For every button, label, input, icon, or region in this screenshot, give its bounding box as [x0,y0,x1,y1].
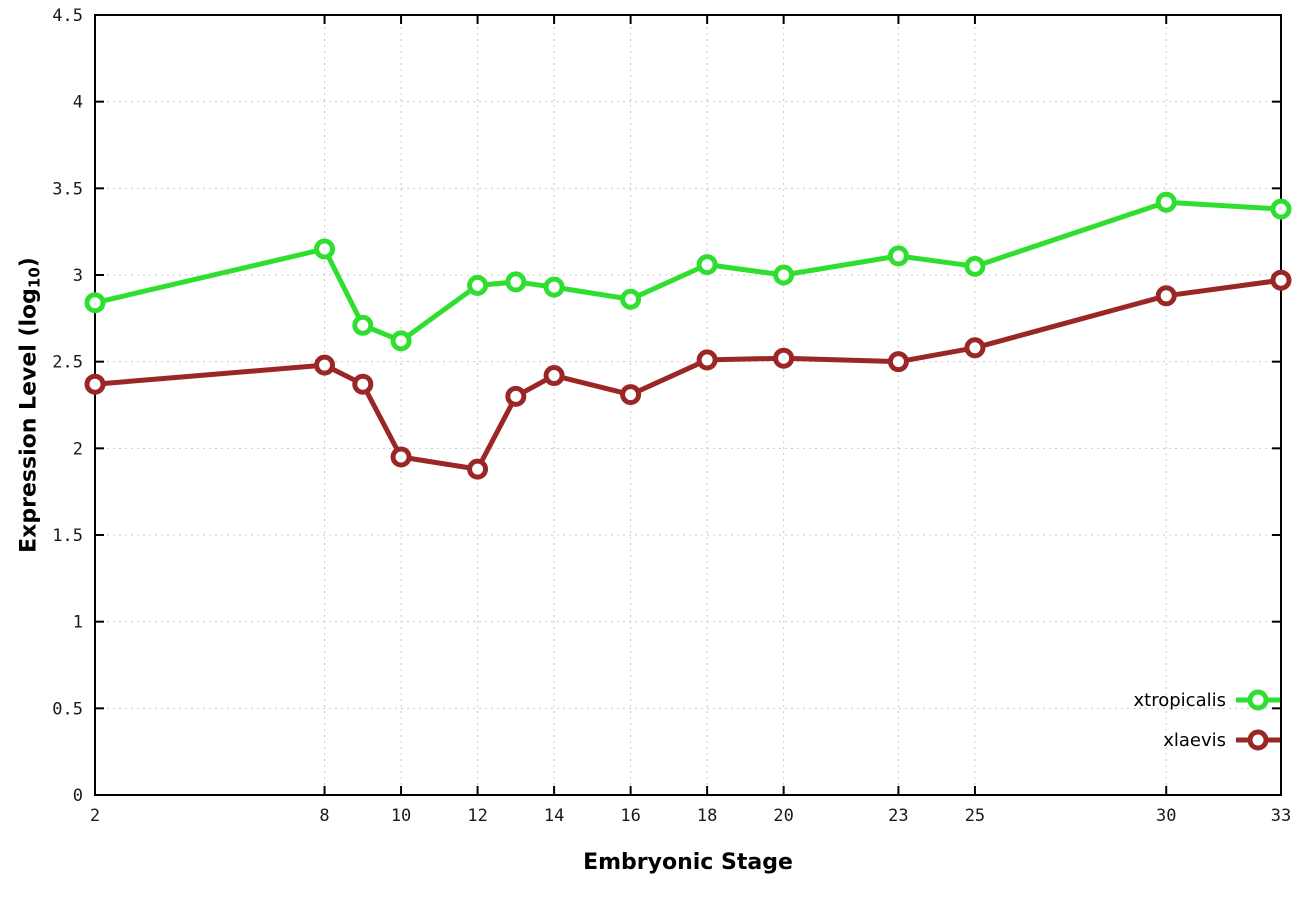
legend-label-xtropicalis: xtropicalis [1134,690,1226,711]
data-point [352,314,374,336]
data-point [543,276,565,298]
data-point [1155,285,1177,307]
y-axis-title-subscript: 10 [25,267,44,289]
x-tick-label: 25 [965,806,985,826]
x-tick-label: 30 [1156,806,1176,826]
y-axis-title: Expression Level (log10) [17,257,44,553]
y-tick-label: 4.5 [52,6,83,26]
x-tick-label: 12 [467,806,487,826]
grid-lines [94,14,1282,796]
x-tick-label: 10 [391,806,411,826]
data-point [314,354,336,376]
data-point [352,373,374,395]
y-tick-label: 1.5 [52,526,83,546]
legend-label-xlaevis: xlaevis [1163,730,1226,751]
data-point [467,458,489,480]
data-point [620,384,642,406]
series-line-xlaevis [92,277,1284,472]
data-point [773,347,795,369]
x-tick-label: 16 [620,806,640,826]
data-point [1155,191,1177,213]
legend-marker-sample [1247,729,1269,751]
data-point [887,351,909,373]
series-markers-xlaevis [84,269,1292,480]
data-point [390,446,412,468]
legend: xtropicalis xlaevis [1134,689,1280,751]
y-axis-title-prefix: Expression Level (log [16,288,42,553]
data-point [773,264,795,286]
data-point [390,330,412,352]
y-tick-label: 3 [73,266,83,286]
data-point [620,288,642,310]
data-point [887,245,909,267]
y-tick-label: 2.5 [52,353,83,373]
y-tick-label: 3.5 [52,179,83,199]
data-point [467,274,489,296]
legend-marker-sample [1247,689,1269,711]
data-point [1270,269,1292,291]
y-tick-label: 2 [73,439,83,459]
data-point [84,292,106,314]
series-markers-xtropicalis [84,191,1292,352]
data-point [314,238,336,260]
data-point [964,255,986,277]
y-tick-label: 4 [73,93,83,113]
plot-border [94,14,1282,796]
data-point [696,349,718,371]
data-point [964,337,986,359]
data-point [1270,198,1292,220]
x-tick-label: 23 [888,806,908,826]
y-tick-label: 1 [73,613,83,633]
x-tick-label: 2 [90,806,100,826]
y-tick-label: 0.5 [52,699,83,719]
data-point [505,271,527,293]
data-point [696,254,718,276]
x-tick-label: 18 [697,806,717,826]
data-point [505,385,527,407]
data-point [543,365,565,387]
x-tick-label: 14 [544,806,564,826]
x-tick-label: 20 [773,806,793,826]
x-tick-label: 33 [1271,806,1291,826]
y-axis-title-suffix: ) [16,257,42,268]
x-axis-title: Embryonic Stage [583,850,793,875]
y-tick-label: 0 [73,786,83,806]
x-tick-label: 8 [319,806,329,826]
data-point [84,373,106,395]
